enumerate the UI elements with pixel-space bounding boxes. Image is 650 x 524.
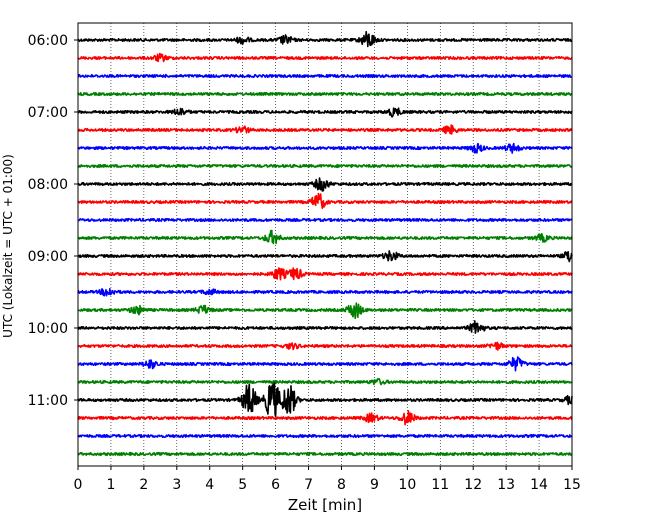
trace-1100 [77,382,573,418]
trace-0815 [77,192,573,209]
trace-1115 [77,410,573,426]
y-axis: 06:00 07:00 08:00 09:00 10:00 11:00 [28,33,78,409]
x-axis: 0 1 2 3 4 5 6 7 8 9 10 11 12 13 14 15 [74,466,581,493]
x-tick-label: 8 [337,477,346,493]
y-tick-label: 07:00 [28,105,68,121]
x-axis-label: Zeit [min] [288,496,362,514]
trace-1045 [77,378,573,386]
x-tick-label: 2 [139,477,148,493]
trace-1145 [77,451,573,457]
x-tick-label: 9 [370,477,379,493]
trace-0715 [77,124,573,135]
trace-1130 [77,433,573,439]
x-tick-label: 5 [238,477,247,493]
x-tick-label: 12 [464,477,482,493]
trace-0800 [77,177,573,192]
trace-layer [77,30,573,457]
y-tick-label: 11:00 [28,393,68,409]
x-tick-label: 3 [172,477,181,493]
trace-0630 [77,73,573,79]
trace-0615 [77,52,573,63]
x-tick-label: 15 [563,477,581,493]
y-tick-label: 10:00 [28,321,68,337]
trace-0845 [77,229,573,245]
x-tick-label: 10 [398,477,416,493]
x-tick-label: 13 [497,477,515,493]
x-tick-label: 4 [205,477,214,493]
trace-0645 [77,91,573,97]
trace-0745 [77,163,573,169]
trace-0900 [77,250,573,263]
x-tick-label: 11 [431,477,449,493]
trace-0915 [77,267,573,281]
x-tick-label: 14 [530,477,548,493]
plot-frame [77,22,573,467]
x-tick-label: 7 [304,477,313,493]
trace-0700 [77,107,573,118]
trace-0600 [77,30,573,48]
grid-layer [110,23,540,466]
trace-1030 [77,356,573,372]
x-tick-label: 6 [271,477,280,493]
y-tick-label: 06:00 [28,33,68,49]
y-axis-label: UTC (Lokalzeit = UTC + 01:00) [1,154,15,338]
trace-0930 [77,288,573,297]
trace-1015 [77,341,573,351]
y-tick-label: 09:00 [28,249,68,265]
trace-0830 [77,217,573,223]
x-tick-label: 0 [74,477,83,493]
trace-1000 [77,320,573,334]
trace-0945 [77,302,573,320]
x-tick-label: 1 [106,477,115,493]
trace-0730 [77,142,573,154]
y-tick-label: 08:00 [28,177,68,193]
